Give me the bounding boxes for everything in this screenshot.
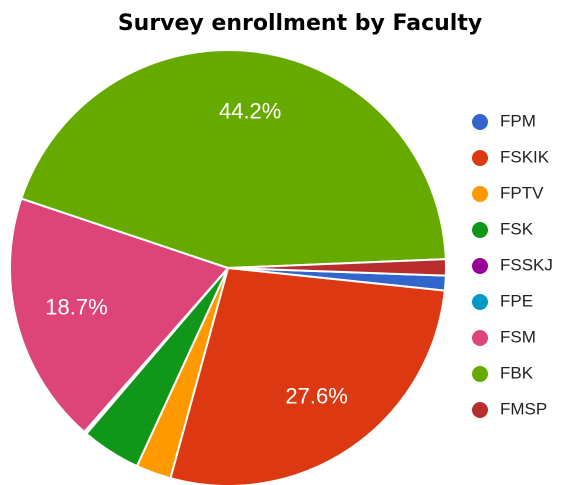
value-label: 18.7% [45, 295, 107, 320]
pie-slice [227, 258, 447, 277]
legend-swatch [472, 330, 488, 346]
legend-label: FSKIK [500, 147, 550, 166]
legend-swatch [472, 186, 488, 202]
legend-label: FSM [500, 327, 536, 346]
value-label: 44.2% [219, 98, 281, 123]
value-label: 27.6% [285, 383, 347, 408]
pie-slice [9, 197, 230, 434]
legend-label: FPM [500, 111, 536, 130]
legend-swatch [472, 114, 488, 130]
legend-swatch [472, 222, 488, 238]
legend-label: FPE [500, 291, 533, 310]
legend-swatch [472, 402, 488, 418]
legend-label: FPTV [500, 183, 544, 202]
legend-label: FMSP [500, 399, 547, 418]
legend-label: FBK [500, 363, 534, 382]
legend-swatch [472, 366, 488, 382]
pie-slice [20, 49, 447, 270]
legend-swatch [472, 258, 488, 274]
pie-slice [169, 266, 446, 485]
legend-label: FSSKJ [500, 255, 553, 274]
legend-swatch [472, 150, 488, 166]
legend-label: FSK [500, 219, 534, 238]
chart-title: Survey enrollment by Faculty [118, 11, 482, 36]
legend-swatch [472, 294, 488, 310]
